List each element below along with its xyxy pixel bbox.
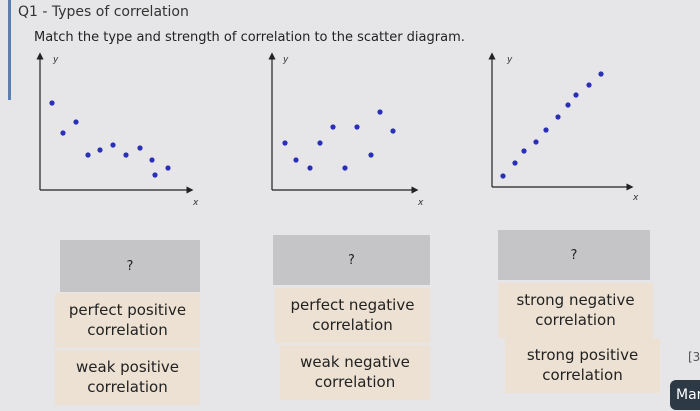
y-axis-label: y (282, 55, 289, 65)
answer-card[interactable]: weak positive correlation (55, 350, 200, 405)
answer-card[interactable]: weak negative correlation (280, 345, 430, 400)
drop-zone[interactable]: ? (60, 240, 200, 292)
answer-card[interactable]: strong positive correlation (505, 338, 660, 393)
x-axis-label: x (192, 198, 199, 208)
answer-card[interactable]: perfect positive correlation (55, 293, 200, 348)
x-axis-label: x (632, 193, 639, 203)
side-bar (8, 0, 11, 100)
dots (49, 71, 604, 179)
answer-card[interactable]: perfect negative correlation (275, 288, 430, 343)
drop-zone[interactable]: ? (273, 235, 430, 285)
y-axis-label: y (52, 55, 59, 65)
x-axis-label: x (417, 198, 424, 208)
side-text: [3 (688, 350, 700, 364)
drop-zone[interactable]: ? (498, 230, 650, 280)
axes (36, 52, 634, 194)
instruction: Match the type and strength of correlati… (34, 30, 465, 45)
question-title: Q1 - Types of correlation (18, 4, 189, 20)
y-axis-label: y (506, 55, 513, 65)
mark-button[interactable]: Mar (670, 380, 700, 410)
answer-card[interactable]: strong negative correlation (498, 283, 653, 338)
